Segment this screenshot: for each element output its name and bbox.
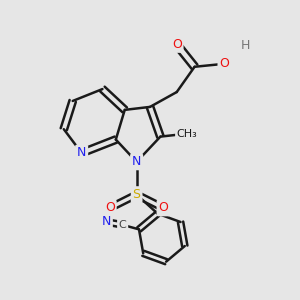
Text: N: N [132, 155, 141, 168]
Text: O: O [105, 202, 115, 214]
Text: N: N [77, 146, 86, 160]
Text: C: C [119, 220, 127, 230]
Text: H: H [240, 40, 250, 52]
Text: S: S [133, 188, 141, 201]
Text: O: O [158, 202, 168, 214]
Text: N: N [102, 215, 111, 228]
Text: O: O [219, 57, 229, 70]
Text: CH₃: CH₃ [177, 129, 197, 139]
Text: O: O [172, 38, 182, 51]
